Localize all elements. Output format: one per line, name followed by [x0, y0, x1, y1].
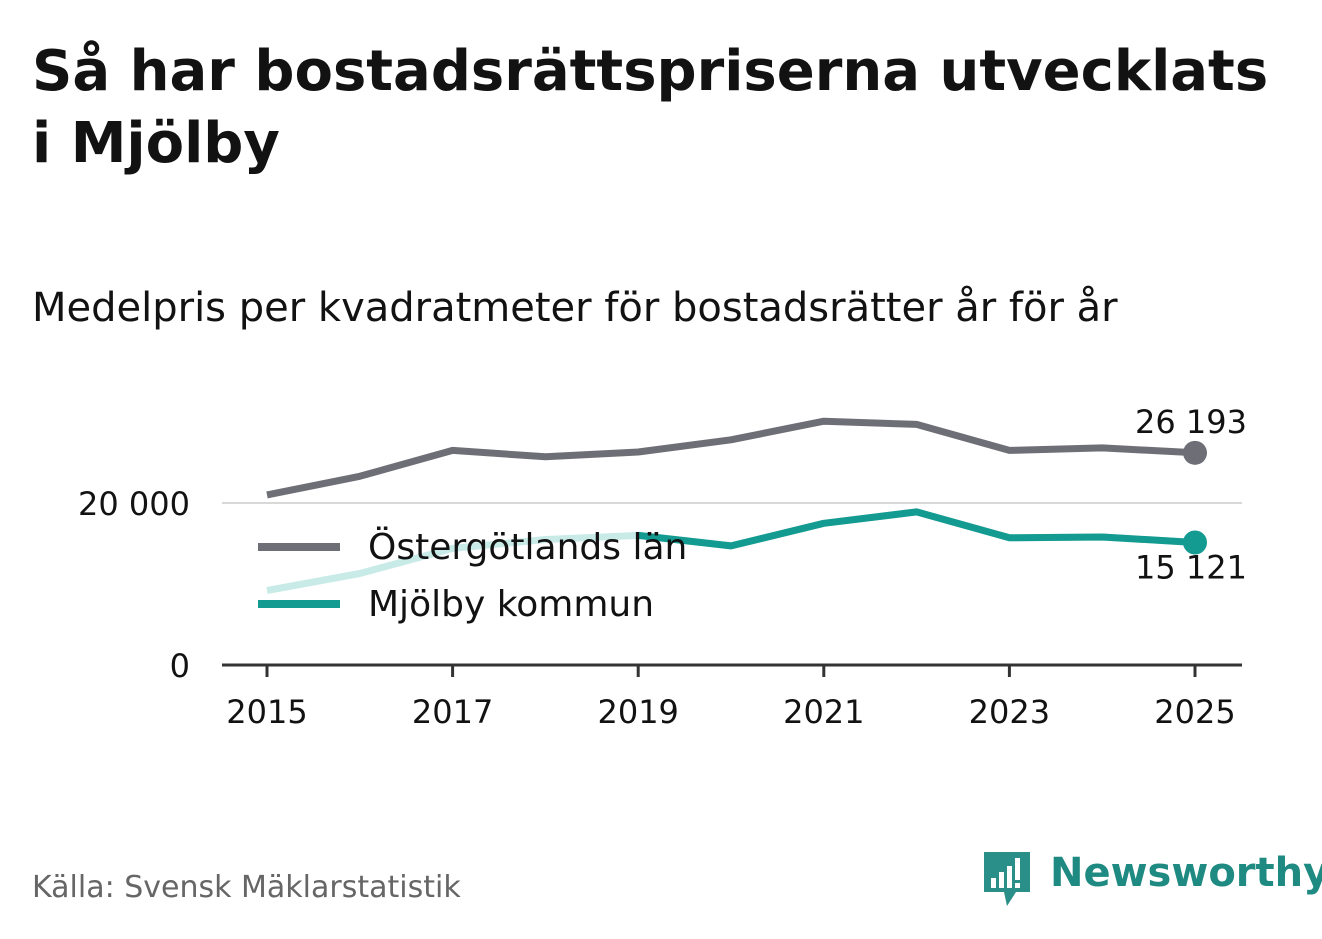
x-tick-label: 2021 [783, 693, 864, 731]
data-point [359, 476, 360, 477]
end-point [1183, 530, 1207, 555]
chart-title: Så har bostadsrättspriserna utvecklats i… [32, 39, 1269, 176]
y-tick-label: 0 [170, 647, 190, 685]
legend-label: Östergötlands län [368, 526, 687, 568]
series-lines [266, 417, 1207, 594]
data-point [1009, 537, 1010, 538]
y-axis-labels: 0 20 000 [78, 485, 190, 685]
data-point [731, 439, 732, 440]
end-value-label: 26 193 [1135, 403, 1247, 441]
x-tick-label: 2015 [226, 693, 307, 731]
legend: Östergötlands län Mjölby kommun [258, 526, 687, 625]
end-value-label: 15 121 [1135, 549, 1247, 587]
end-labels: 26 193 15 121 [1135, 403, 1247, 587]
data-point [916, 424, 917, 425]
chart-subtitle: Medelpris per kvadratmeter för bostadsrä… [32, 285, 1118, 331]
x-tick-label: 2023 [969, 693, 1050, 731]
data-point [638, 451, 639, 452]
data-point [916, 511, 917, 512]
data-point [1102, 537, 1103, 538]
newsworthy-logo-icon [984, 852, 1030, 906]
y-tick-label: 20 000 [78, 485, 190, 523]
legend-label: Mjölby kommun [368, 584, 654, 625]
data-point [359, 573, 360, 574]
data-point [1009, 450, 1010, 451]
brand-name: Newsworthy [1050, 850, 1322, 896]
data-point [267, 590, 268, 591]
source-note: Källa: Svensk Mäklarstatistik [32, 870, 461, 905]
data-point [1102, 447, 1103, 448]
data-point [452, 450, 453, 451]
end-point [1183, 440, 1207, 465]
brand-logo: Newsworthy [980, 848, 1322, 912]
x-tick-label: 2017 [412, 693, 493, 731]
data-point [731, 545, 732, 546]
series-line [266, 417, 1196, 499]
series-line [637, 508, 1196, 550]
data-point [823, 421, 824, 422]
x-axis: 2015 2017 2019 2021 2023 2025 [222, 663, 1242, 731]
data-point [545, 456, 546, 457]
data-point [267, 494, 268, 495]
x-tick-label: 2019 [597, 693, 678, 731]
x-tick-label: 2025 [1154, 693, 1235, 731]
data-point [823, 523, 824, 524]
